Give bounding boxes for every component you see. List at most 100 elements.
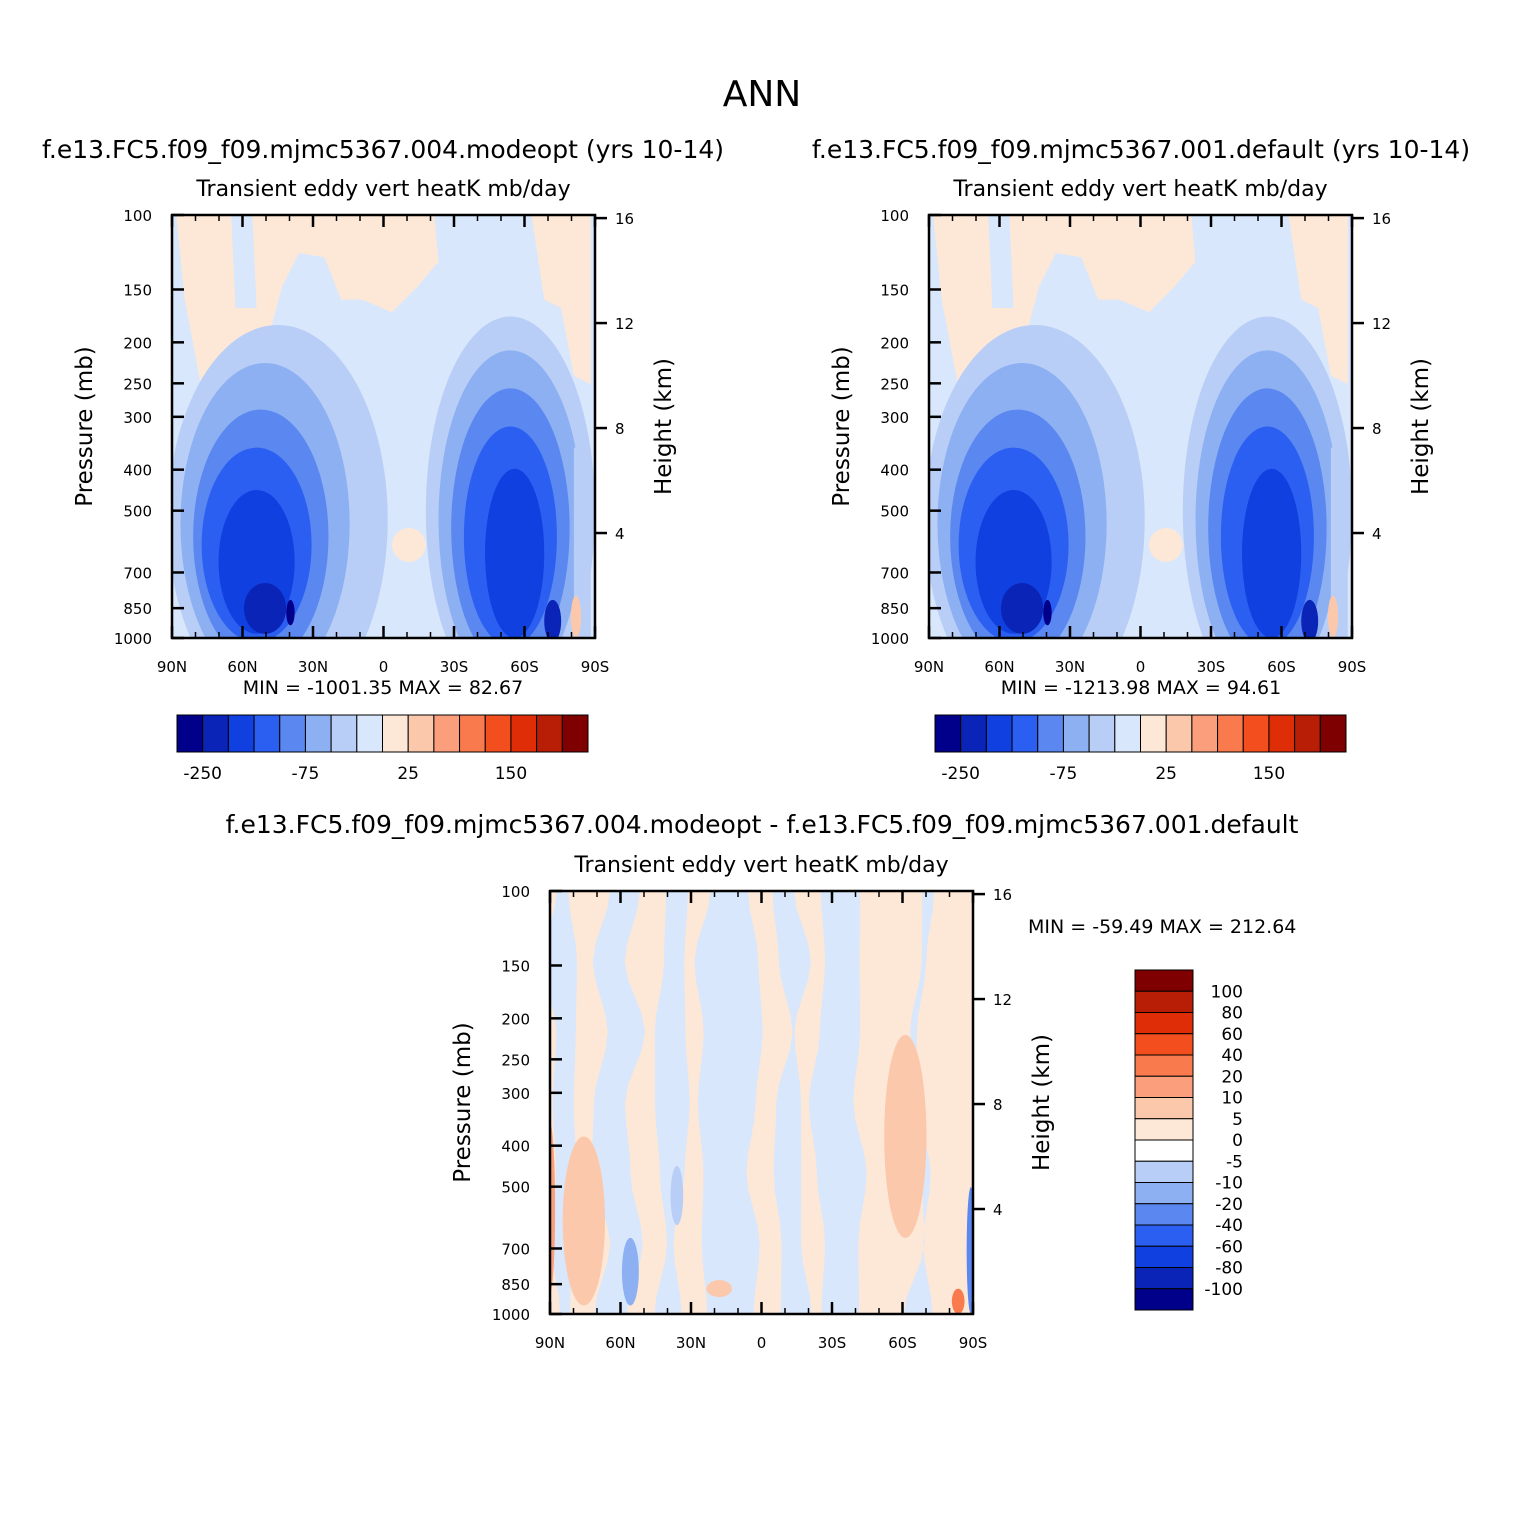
y-tick-label: 300 — [501, 1085, 530, 1103]
y-tick-label: 850 — [123, 600, 152, 618]
y2-tick-label: 12 — [993, 991, 1012, 1009]
x-tick-label: 30N — [1055, 658, 1085, 676]
y-tick-label: 100 — [123, 207, 152, 225]
x-tick-label: 90S — [581, 658, 610, 676]
x-tick-label: 30N — [298, 658, 328, 676]
panel-title-modeopt: f.e13.FC5.f09_f09.mjmc5367.004.modeopt (… — [42, 135, 724, 164]
negative-band — [772, 891, 812, 1314]
colorbar-label: 40 — [1221, 1046, 1243, 1066]
colorbar-swatch — [279, 714, 306, 753]
colorbar-swatch — [960, 714, 987, 753]
y2-tick-label: 4 — [1372, 525, 1382, 543]
colorbar-label: 150 — [495, 764, 527, 784]
polar-positive-spot — [1327, 595, 1339, 638]
colorbar-swatch — [1062, 714, 1090, 753]
y-tick-label: 400 — [123, 462, 152, 480]
colorbar-label: -60 — [1215, 1237, 1243, 1257]
contour-field — [172, 215, 595, 638]
y-tick-label: 1000 — [114, 630, 152, 648]
colorbar-label: -80 — [1215, 1259, 1243, 1279]
colorbar-swatch — [1037, 714, 1064, 753]
x-tick-label: 90N — [914, 658, 944, 676]
colorbar-swatch — [227, 714, 255, 753]
y2-tick-label: 8 — [1372, 420, 1382, 438]
chart-panel-1: Transient eddy vert heatK mb/day 100 150 20… — [829, 177, 1434, 784]
y2-tick-label: 16 — [1372, 210, 1391, 228]
polar-positive-spot — [570, 595, 582, 638]
x-tick-label: 0 — [757, 1334, 767, 1352]
colorbar-swatch — [1242, 714, 1270, 753]
colorbar-swatch — [253, 714, 281, 753]
y2-axis-title: Height (km) — [651, 358, 677, 495]
colorbar-swatch — [1134, 1203, 1194, 1226]
colorbar-swatch — [985, 714, 1013, 753]
x-tick-label: 90S — [959, 1334, 988, 1352]
x-tick-label: 30S — [818, 1334, 847, 1352]
y-tick-label: 250 — [123, 375, 152, 393]
colorbar-label: -40 — [1215, 1216, 1243, 1236]
y-tick-label: 700 — [880, 564, 909, 582]
x-tick-label: 30S — [440, 658, 469, 676]
colorbar-swatch — [1319, 714, 1347, 753]
colorbar-label: -5 — [1226, 1152, 1243, 1172]
colorbar-label: 25 — [1155, 764, 1177, 784]
colorbar-swatch — [1140, 714, 1167, 753]
y2-tick-label: 16 — [615, 210, 634, 228]
x-tick-label: 30S — [1197, 658, 1226, 676]
colorbar-swatch — [510, 714, 538, 753]
colorbar-swatch — [561, 714, 589, 753]
y-tick-label: 200 — [880, 334, 909, 352]
colorbar-swatch — [407, 714, 435, 753]
colorbar-swatch — [1134, 1075, 1194, 1098]
colorbar-label: 20 — [1221, 1067, 1243, 1087]
y2-tick-label: 4 — [615, 525, 625, 543]
min-max-label: MIN = -1001.35 MAX = 82.67 — [243, 677, 523, 699]
colorbar-swatch — [1217, 714, 1244, 753]
x-tick-label: 30N — [676, 1334, 706, 1352]
negative-band — [808, 891, 867, 1314]
x-tick-label: 60S — [1267, 658, 1296, 676]
colorbar-swatch — [356, 714, 383, 753]
min-max-label: MIN = -1213.98 MAX = 94.61 — [1001, 677, 1281, 699]
positive-region-upper-south — [1288, 215, 1348, 385]
y-tick-label: 500 — [501, 1179, 530, 1197]
panel-title-difference: f.e13.FC5.f09_f09.mjmc5367.004.modeopt -… — [226, 810, 1299, 839]
y2-tick-label: 4 — [993, 1201, 1003, 1219]
colorbar-label: -20 — [1215, 1195, 1243, 1215]
north-jet-contour-6 — [1043, 599, 1052, 626]
colorbar-label: -75 — [292, 764, 320, 784]
negative-band — [591, 891, 645, 1314]
colorbar-swatch — [484, 714, 512, 753]
colorbar-swatch — [1191, 714, 1219, 753]
colorbar-label: 0 — [1232, 1131, 1243, 1151]
colorbar-swatch — [202, 714, 229, 753]
colorbar-label: 80 — [1221, 1004, 1243, 1024]
negative-spot — [966, 1187, 973, 1314]
colorbar-swatch — [1134, 1097, 1194, 1120]
colorbar-swatch — [1134, 1033, 1194, 1056]
y2-tick-label: 8 — [993, 1096, 1003, 1114]
colorbar-swatch — [459, 714, 486, 753]
colorbar-swatch — [536, 714, 563, 753]
x-tick-label: 90N — [535, 1334, 565, 1352]
y-tick-label: 700 — [501, 1240, 530, 1258]
colorbar-swatch — [1134, 1139, 1194, 1162]
y-tick-label: 300 — [880, 409, 909, 427]
colorbar-label: -250 — [183, 764, 222, 784]
panel-subtitle: Transient eddy vert heatK mb/day — [195, 177, 570, 202]
colorbar-label: 5 — [1232, 1110, 1243, 1130]
colorbar-swatch — [433, 714, 461, 753]
y-tick-label: 850 — [880, 600, 909, 618]
figure-title: ANN — [723, 74, 802, 115]
positive-region — [884, 1034, 927, 1238]
colorbar-label: 25 — [397, 764, 419, 784]
negative-band — [654, 891, 690, 1314]
x-tick-label: 60S — [510, 658, 539, 676]
colorbar-swatch — [1114, 714, 1141, 753]
y-tick-label: 500 — [123, 503, 152, 521]
x-tick-label: 90N — [157, 658, 187, 676]
colorbar-swatch — [1134, 1118, 1194, 1141]
chart-panel-0: Transient eddy vert heatK mb/day 100 150 20… — [72, 177, 677, 784]
north-jet-contour-6 — [286, 599, 295, 626]
y2-tick-label: 12 — [1372, 315, 1391, 333]
